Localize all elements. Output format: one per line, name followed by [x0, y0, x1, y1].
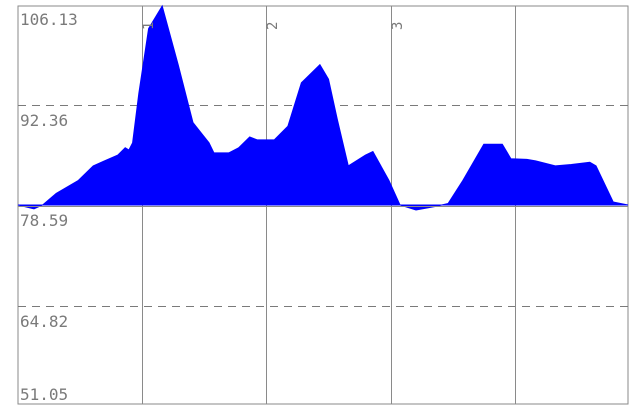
y-tick-label-0: 106.13 — [20, 10, 78, 29]
marker-label-3: 3 — [390, 22, 406, 30]
y-tick-label-3: 64.82 — [20, 312, 68, 331]
y-tick-label-1: 92.36 — [20, 111, 68, 130]
y-tick-label-2: 78.59 — [20, 211, 68, 230]
marker-label-1: 1 — [141, 22, 157, 30]
y-tick-label-4: 51.05 — [20, 385, 68, 404]
marker-label-2: 2 — [265, 22, 281, 30]
area-series — [17, 4, 629, 211]
